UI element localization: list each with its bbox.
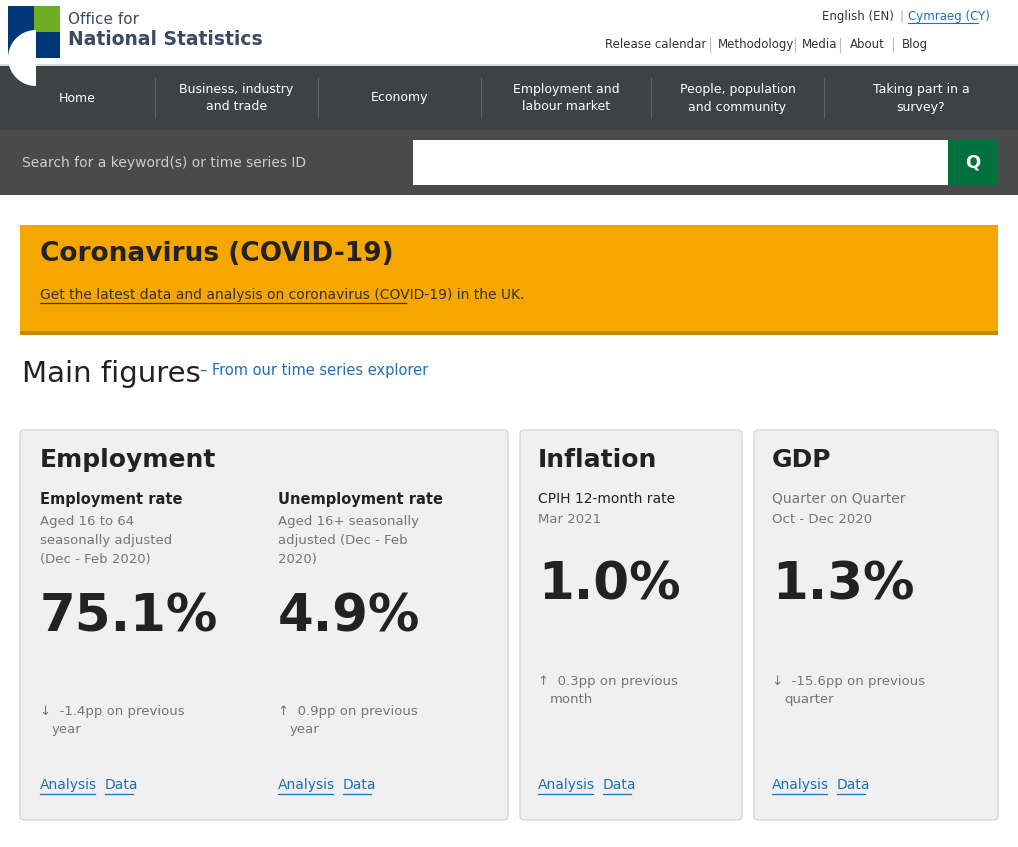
Text: Analysis: Analysis: [538, 778, 596, 792]
Polygon shape: [8, 30, 36, 86]
Bar: [0, 195, 1018, 225]
Text: Data: Data: [603, 778, 636, 792]
Text: National Statistics: National Statistics: [68, 30, 263, 49]
Text: Data: Data: [343, 778, 377, 792]
FancyBboxPatch shape: [520, 430, 742, 820]
Text: Blog: Blog: [902, 38, 928, 51]
Text: Employment and
labour market: Employment and labour market: [513, 82, 619, 113]
Text: quarter: quarter: [784, 693, 834, 706]
Bar: [0, 64, 1018, 66]
Text: 75.1%: 75.1%: [40, 592, 219, 642]
Bar: [20, 331, 998, 335]
Text: ↓  -1.4pp on previous: ↓ -1.4pp on previous: [40, 705, 184, 718]
Text: Analysis: Analysis: [772, 778, 829, 792]
Text: year: year: [290, 723, 320, 736]
Text: Taking part in a
survey?: Taking part in a survey?: [872, 82, 969, 113]
Text: Unemployment rate: Unemployment rate: [278, 492, 443, 507]
Text: Coronavirus (COVID-19): Coronavirus (COVID-19): [40, 241, 394, 267]
Text: English (EN): English (EN): [822, 10, 894, 23]
Text: Main figures: Main figures: [22, 360, 201, 388]
Text: Employment: Employment: [40, 448, 217, 472]
Bar: [8, 6, 60, 58]
Text: 1.3%: 1.3%: [772, 560, 914, 610]
Text: Methodology: Methodology: [718, 38, 794, 51]
Text: 1.0%: 1.0%: [538, 560, 681, 610]
Text: Economy: Economy: [371, 91, 429, 104]
Text: – From our time series explorer: – From our time series explorer: [200, 363, 429, 378]
Text: Business, industry
and trade: Business, industry and trade: [179, 82, 293, 113]
Text: 4.9%: 4.9%: [278, 592, 420, 642]
Text: Cymraeg (CY): Cymraeg (CY): [908, 10, 989, 23]
Text: Aged 16+ seasonally
adjusted (Dec - Feb
2020): Aged 16+ seasonally adjusted (Dec - Feb …: [278, 515, 419, 566]
Text: |: |: [900, 10, 904, 23]
Text: CPIH 12-month rate: CPIH 12-month rate: [538, 492, 675, 506]
Text: Data: Data: [105, 778, 138, 792]
Text: month: month: [550, 693, 593, 706]
Bar: [20, 225, 998, 335]
Text: Inflation: Inflation: [538, 448, 658, 472]
Text: People, population
and community: People, population and community: [680, 82, 795, 113]
Bar: [34, 6, 60, 32]
Text: Quarter on Quarter: Quarter on Quarter: [772, 492, 905, 506]
Text: Get the latest data and analysis on coronavirus (COVID-19) in the UK.: Get the latest data and analysis on coro…: [40, 288, 524, 302]
Text: Aged 16 to 64
seasonally adjusted
(Dec - Feb 2020): Aged 16 to 64 seasonally adjusted (Dec -…: [40, 515, 172, 566]
Text: About: About: [850, 38, 885, 51]
Text: Home: Home: [59, 91, 96, 104]
Text: Employment rate: Employment rate: [40, 492, 182, 507]
Text: Office for: Office for: [68, 12, 139, 27]
Text: Q: Q: [965, 153, 980, 171]
Text: Mar 2021: Mar 2021: [538, 513, 601, 526]
Text: Release calendar: Release calendar: [605, 38, 706, 51]
Bar: [0, 0, 1018, 66]
Text: Analysis: Analysis: [278, 778, 335, 792]
Text: ↓  -15.6pp on previous: ↓ -15.6pp on previous: [772, 675, 925, 688]
Bar: [413, 140, 948, 185]
Bar: [948, 140, 998, 185]
FancyBboxPatch shape: [20, 430, 508, 820]
Text: Data: Data: [837, 778, 870, 792]
Text: year: year: [52, 723, 81, 736]
Text: Search for a keyword(s) or time series ID: Search for a keyword(s) or time series I…: [22, 156, 306, 169]
Text: ↑  0.3pp on previous: ↑ 0.3pp on previous: [538, 675, 678, 688]
Bar: [0, 335, 1018, 847]
FancyBboxPatch shape: [754, 430, 998, 820]
Text: Media: Media: [802, 38, 838, 51]
Text: Oct - Dec 2020: Oct - Dec 2020: [772, 513, 872, 526]
Text: Analysis: Analysis: [40, 778, 97, 792]
Text: ↑  0.9pp on previous: ↑ 0.9pp on previous: [278, 705, 417, 718]
Text: GDP: GDP: [772, 448, 832, 472]
Bar: [0, 66, 1018, 130]
Bar: [0, 130, 1018, 195]
